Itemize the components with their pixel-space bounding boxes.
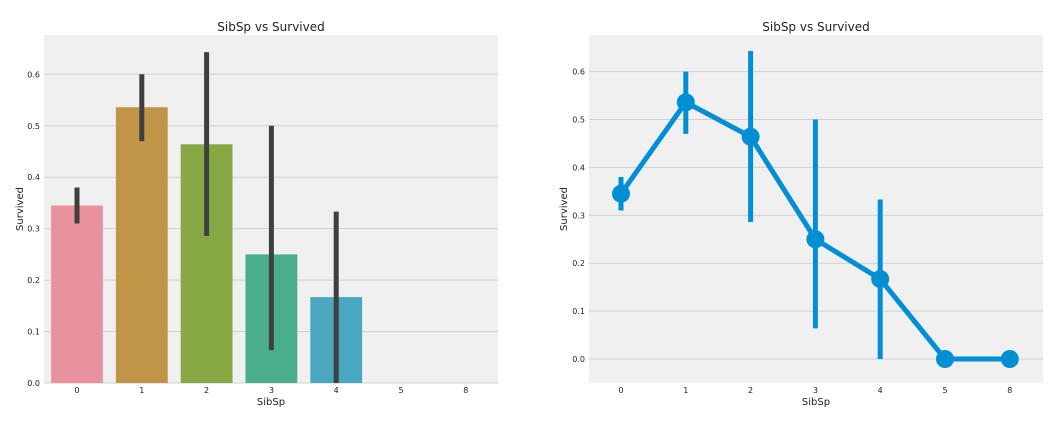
bar-chart-x-tick-labels: 0 1 2 3 4 5 8 <box>74 386 468 395</box>
data-point <box>612 184 630 203</box>
x-tick-label: 8 <box>463 386 468 395</box>
bar <box>51 205 103 383</box>
data-point <box>741 127 760 146</box>
x-tick-label: 4 <box>334 386 339 395</box>
y-tick-label: 0.6 <box>572 68 585 77</box>
y-tick-label: 0.0 <box>572 355 585 364</box>
y-tick-label: 0.2 <box>572 259 585 268</box>
bar-chart-x-axis-label: SibSp <box>257 397 285 408</box>
point-chart-x-tick-labels: 0 1 2 3 4 5 8 <box>618 386 1012 395</box>
x-tick-label: 1 <box>683 386 688 395</box>
y-tick-label: 0.5 <box>572 116 585 125</box>
x-tick-label: 0 <box>74 386 79 395</box>
point-chart-x-axis-label: SibSp <box>802 397 830 408</box>
x-tick-label: 3 <box>813 386 818 395</box>
x-tick-label: 2 <box>748 386 753 395</box>
x-tick-label: 2 <box>204 386 209 395</box>
bar-chart-errorbars <box>74 52 339 383</box>
bar <box>115 107 168 383</box>
y-tick-label: 0.2 <box>27 276 40 285</box>
y-tick-label: 0.1 <box>27 328 40 337</box>
y-tick-label: 0.3 <box>572 211 585 220</box>
bar-chart: 0.0 0.1 0.2 0.3 0.4 0.5 0.6 0 1 2 3 4 5 8 SibSp vs S… <box>15 20 498 408</box>
y-tick-label: 0.4 <box>27 173 40 182</box>
x-tick-label: 3 <box>269 386 274 395</box>
data-point <box>806 230 825 249</box>
data-point <box>871 270 890 289</box>
point-chart: 0.0 0.1 0.2 0.3 0.4 0.5 0.6 0 1 2 3 4 5 8 SibSp vs S… <box>559 20 1043 408</box>
x-tick-label: 5 <box>942 386 947 395</box>
y-tick-label: 0.1 <box>572 307 585 316</box>
point-chart-y-axis-label: Survived <box>559 187 570 231</box>
data-point <box>936 350 954 368</box>
y-tick-label: 0.3 <box>27 225 40 234</box>
x-tick-label: 0 <box>618 386 623 395</box>
bar-chart-y-axis-label: Survived <box>15 187 26 231</box>
x-tick-label: 1 <box>139 386 144 395</box>
bar-chart-bars <box>51 107 363 383</box>
data-point <box>676 93 695 112</box>
y-tick-label: 0.5 <box>27 122 40 131</box>
bar-chart-title: SibSp vs Survived <box>217 20 324 34</box>
point-chart-title: SibSp vs Survived <box>762 20 869 34</box>
x-tick-label: 8 <box>1007 386 1012 395</box>
y-tick-label: 0.4 <box>572 163 585 172</box>
data-point <box>1000 350 1019 368</box>
x-tick-label: 5 <box>398 386 403 395</box>
y-tick-label: 0.0 <box>27 379 40 388</box>
point-chart-y-tick-labels: 0.0 0.1 0.2 0.3 0.4 0.5 0.6 <box>572 68 585 364</box>
bar-chart-y-tick-labels: 0.0 0.1 0.2 0.3 0.4 0.5 0.6 <box>27 70 40 388</box>
point-chart-series <box>612 93 1019 368</box>
y-tick-label: 0.6 <box>27 70 40 79</box>
x-tick-label: 4 <box>878 386 883 395</box>
